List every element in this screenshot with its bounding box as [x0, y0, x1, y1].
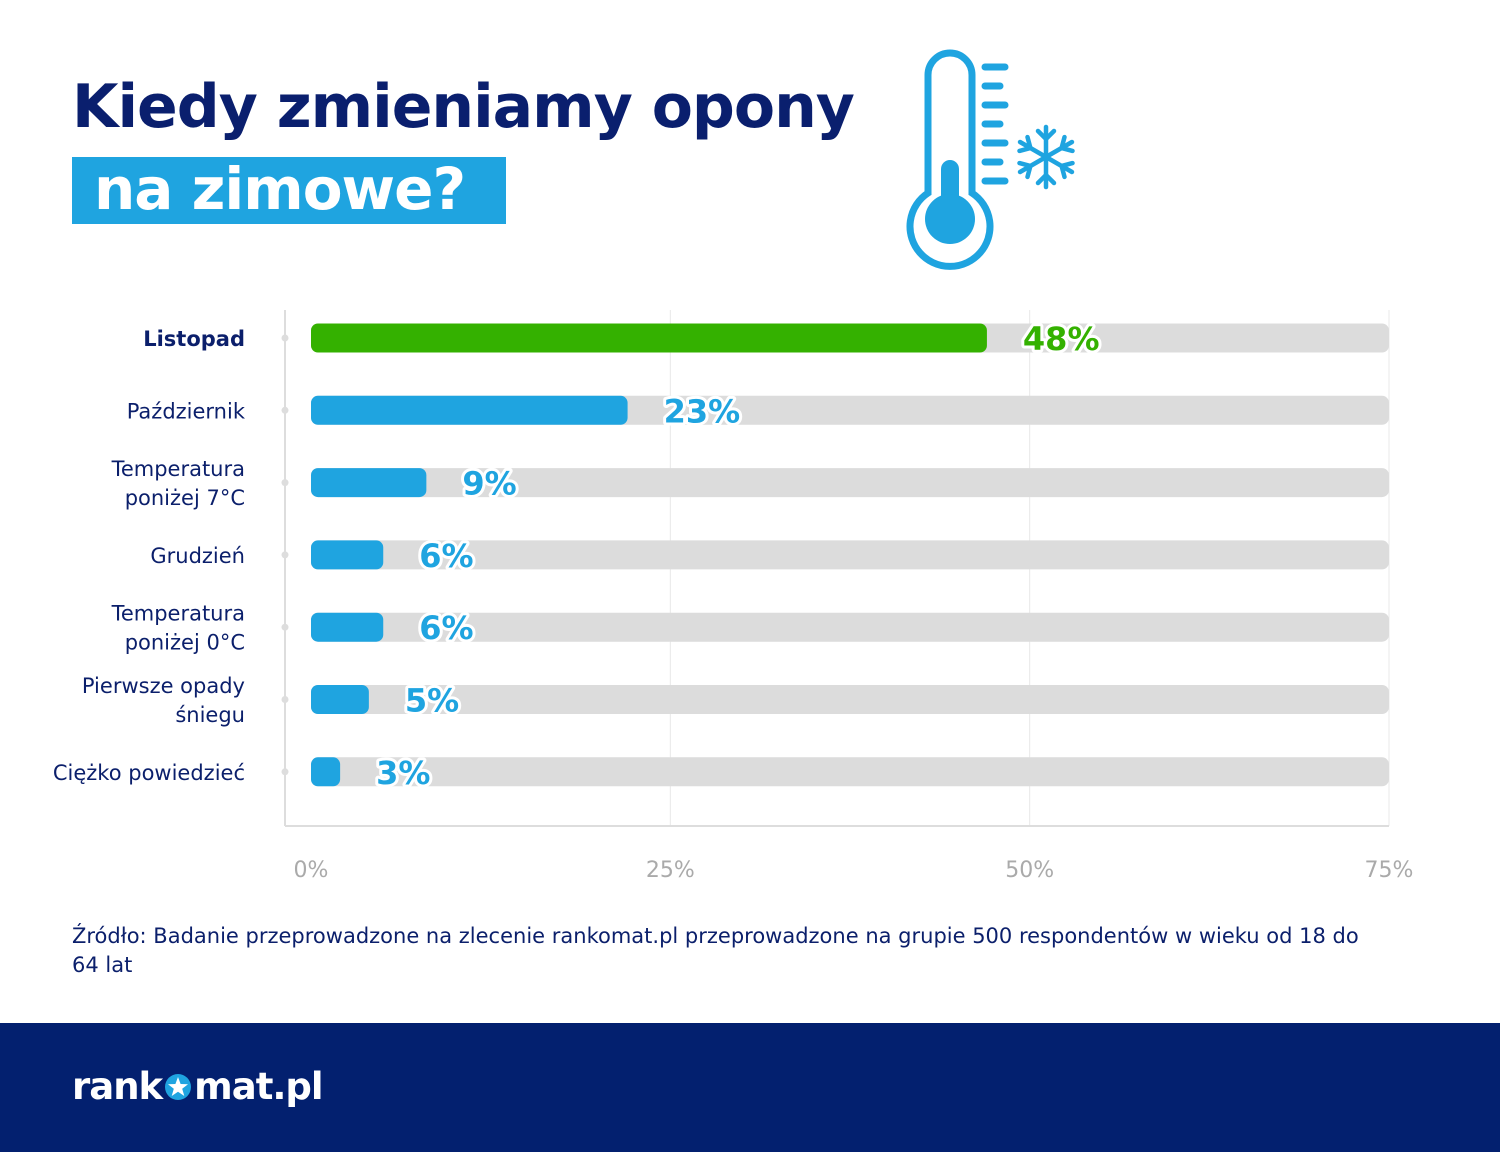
- logo-text-right: mat.pl: [194, 1065, 323, 1108]
- category-label-line: Listopad: [143, 327, 245, 351]
- axis-dot: [281, 768, 289, 776]
- category-label: Październik: [127, 399, 246, 423]
- bar: [311, 395, 628, 425]
- axis-dot: [281, 696, 289, 703]
- bar: [311, 323, 987, 353]
- data-label: 6%: [419, 609, 473, 647]
- bar: [311, 540, 384, 570]
- data-label: 5%: [405, 682, 459, 720]
- axis-dot: [281, 623, 289, 631]
- category-label-line: poniżej 7°C: [125, 486, 245, 510]
- bar: [311, 757, 341, 787]
- bar: [311, 468, 427, 498]
- category-label-line: poniżej 0°C: [125, 631, 245, 655]
- snowflake-icon: [1016, 124, 1076, 187]
- x-tick-label: 25%: [646, 858, 695, 883]
- axis-dot: [281, 334, 289, 342]
- category-label: Temperatura poniżej 0°C: [111, 602, 245, 655]
- axis-dot: [281, 551, 289, 559]
- footer: rank mat.pl: [0, 1023, 1500, 1152]
- bar-chart: 0% 25% 50% 75% Listopad 48% Październik 23% Temp…: [53, 310, 1414, 883]
- category-label-line: Październik: [127, 399, 246, 423]
- title-line-2: na zimowe?: [72, 157, 506, 224]
- category-label: Grudzień: [150, 544, 245, 568]
- category-label-line: Temperatura: [111, 602, 245, 626]
- bar-track: [311, 468, 1389, 498]
- source-note: Źródło: Badanie przeprowadzone na zlecen…: [72, 924, 1359, 977]
- bar-track: [311, 685, 1389, 714]
- x-tick-label: 75%: [1365, 858, 1414, 883]
- category-label-line: śniegu: [175, 703, 245, 727]
- category-label-line: Ciężko powiedzieć: [53, 761, 245, 785]
- rankomat-logo[interactable]: rank mat.pl: [72, 1065, 324, 1108]
- axis-dot: [281, 406, 289, 414]
- star-icon: [165, 1073, 192, 1100]
- bar-track: [311, 540, 1389, 570]
- bar-track: [311, 757, 1389, 787]
- category-label: Temperatura poniżej 7°C: [111, 457, 245, 510]
- category-label-line: Grudzień: [150, 544, 245, 568]
- data-label: 23%: [664, 392, 741, 430]
- category-label: Pierwsze opady śniegu: [82, 674, 245, 727]
- data-label: 48%: [1023, 320, 1100, 358]
- category-label: Listopad: [143, 327, 245, 351]
- axis-dot: [281, 479, 289, 487]
- title-line-1: Kiedy zmieniamy opony: [72, 72, 855, 142]
- bar: [311, 612, 384, 642]
- x-tick-label: 0%: [294, 858, 329, 883]
- category-label: Ciężko powiedzieć: [53, 761, 245, 785]
- category-label-line: Temperatura: [111, 457, 245, 481]
- data-label: 3%: [376, 754, 430, 792]
- logo-text-left: rank: [72, 1065, 163, 1108]
- category-label-line: Pierwsze opady: [82, 674, 245, 698]
- x-tick-label: 50%: [1005, 858, 1054, 883]
- data-label: 9%: [462, 465, 516, 503]
- bar-track: [311, 612, 1389, 642]
- bar: [311, 685, 369, 714]
- data-label: 6%: [419, 537, 473, 575]
- thermometer-icon: [906, 49, 1090, 270]
